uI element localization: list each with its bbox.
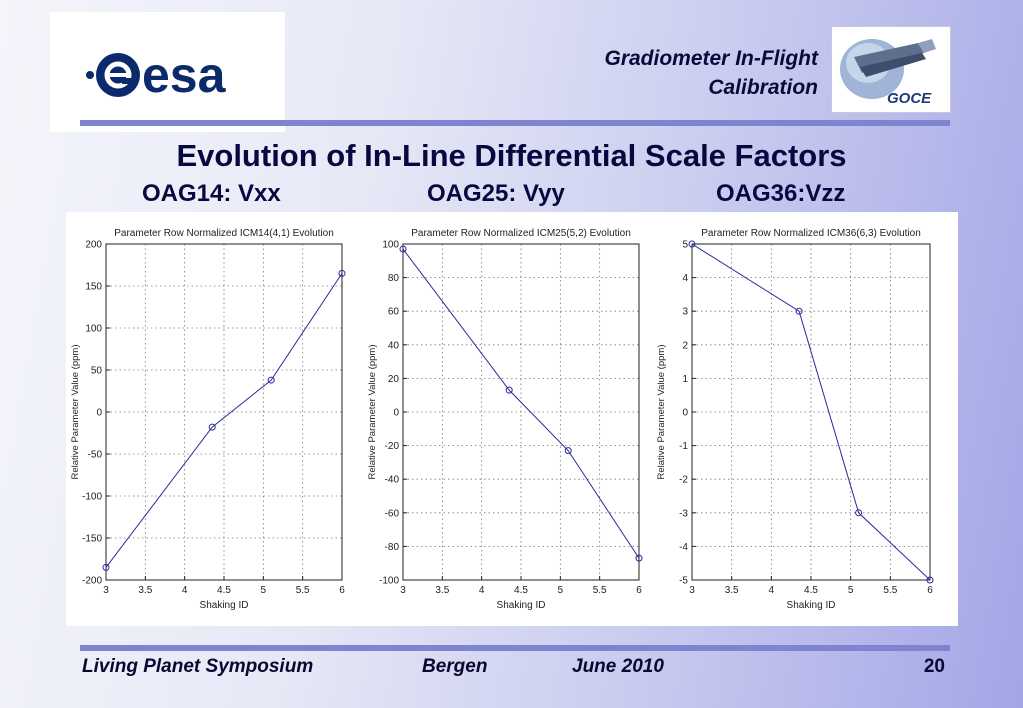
x-tick-label: 5 [848,585,854,596]
y-tick-label: -5 [679,576,688,587]
series-line [402,248,640,559]
y-tick-label: 80 [388,273,400,284]
x-tick-label: 5.5 [593,585,607,596]
page-number: 20 [923,656,945,677]
x-tick-label: 3.5 [138,585,152,596]
y-axis-label: Relative Parameter Value (ppm) [70,345,81,480]
y-tick-label: 4 [682,273,688,284]
y-tick-label: -20 [385,441,400,452]
y-tick-label: -80 [385,542,400,553]
x-tick-label: 6 [339,585,345,596]
esa-logo: esa [86,47,227,103]
y-tick-label: -100 [82,492,102,503]
footer-event: Living Planet Symposium [82,656,314,677]
subtitle-oag14: OAG14: Vxx [142,180,281,207]
x-tick-label: 5.5 [296,585,310,596]
y-tick-label: 50 [91,366,103,377]
x-tick-label: 3.5 [725,585,739,596]
data-point [505,386,513,394]
goce-logo-text: GOCE [887,90,932,107]
data-point [102,563,110,571]
slide-title: Evolution of In-Line Differential Scale … [176,138,847,173]
header-rule [80,120,950,126]
footer-place: Bergen [422,656,488,677]
data-point [208,423,216,431]
x-tick-label: 4 [182,585,188,596]
y-tick-label: 0 [96,408,102,419]
x-tick-label: 4 [479,585,485,596]
data-point [795,307,803,315]
y-tick-label: 150 [85,282,102,293]
chart-title: Parameter Row Normalized ICM14(4,1) Evol… [114,228,334,239]
x-tick-label: 4.5 [217,585,231,596]
chart-title: Parameter Row Normalized ICM25(5,2) Evol… [411,228,631,239]
footer-rule [80,645,950,651]
esa-logo-text: esa [142,47,227,103]
data-point [855,509,863,517]
y-tick-label: -100 [379,576,399,587]
header-title-line1: Gradiometer In-Flight [604,47,818,70]
data-point [635,554,643,562]
goce-logo: GOCE [840,39,936,107]
y-tick-label: 40 [388,340,400,351]
y-tick-label: 100 [382,240,399,251]
data-point [688,240,696,248]
y-tick-label: -4 [679,542,688,553]
x-axis-label: Shaking ID [200,600,249,611]
data-point [564,447,572,455]
x-tick-label: 5.5 [883,585,897,596]
y-tick-label: -200 [82,576,102,587]
x-tick-label: 4.5 [804,585,818,596]
y-tick-label: 1 [682,374,688,385]
y-tick-label: 5 [682,240,688,251]
x-tick-label: 5 [558,585,564,596]
y-tick-label: -50 [88,450,103,461]
data-point [926,576,934,584]
y-tick-label: -150 [82,534,102,545]
y-tick-label: 0 [682,408,688,419]
x-tick-label: 3 [103,585,109,596]
x-tick-label: 4.5 [514,585,528,596]
esa-logo-box: esa [50,12,285,132]
y-axis-label: Relative Parameter Value (ppm) [656,345,667,480]
y-axis-label: Relative Parameter Value (ppm) [367,345,378,480]
x-axis-label: Shaking ID [787,600,836,611]
y-tick-label: -2 [679,475,688,486]
y-tick-label: -1 [679,441,688,452]
y-tick-label: -60 [385,508,400,519]
x-tick-label: 6 [927,585,933,596]
x-tick-label: 3.5 [435,585,449,596]
x-tick-label: 3 [400,585,406,596]
x-tick-label: 3 [689,585,695,596]
subtitle-oag25: OAG25: Vyy [427,180,565,207]
x-axis-label: Shaking ID [497,600,546,611]
y-tick-label: -3 [679,508,688,519]
header-title-line2: Calibration [708,76,818,99]
x-tick-label: 6 [636,585,642,596]
charts-svg: 3 3.5 4 4.5 5 5.5 6-200-150-100-50050100150200… [70,228,934,611]
footer-date: June 2010 [572,656,664,677]
goce-logo-box: GOCE [831,26,951,113]
x-tick-label: 4 [769,585,775,596]
subtitle-oag36: OAG36:Vzz [716,180,846,207]
y-tick-label: 3 [682,307,688,318]
charts-panel: 3 3.5 4 4.5 5 5.5 6 -200 -150 -100 -50 0 50 100 150 200… [66,212,958,626]
y-tick-label: 20 [388,374,400,385]
series-line [691,243,931,581]
x-tick-label: 5 [261,585,267,596]
header-title: Gradiometer In-Flight Calibration [604,44,818,102]
data-point [399,245,407,253]
y-tick-label: 0 [393,408,399,419]
y-tick-label: -40 [385,475,400,486]
chart-title: Parameter Row Normalized ICM36(6,3) Evol… [701,228,921,239]
y-tick-label: 200 [85,240,102,251]
series-line [105,273,343,568]
y-tick-label: 2 [682,340,688,351]
y-tick-label: 60 [388,307,400,318]
data-point [267,376,275,384]
y-tick-label: 100 [85,324,102,335]
data-point [338,269,346,277]
